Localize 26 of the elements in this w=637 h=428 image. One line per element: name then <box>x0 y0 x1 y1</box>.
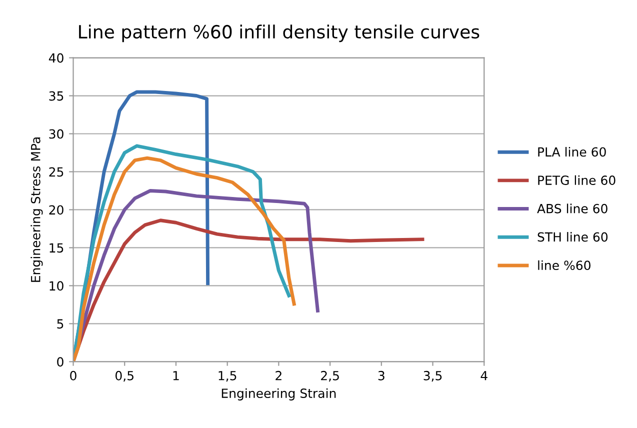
y-tick-label: 0 <box>57 357 64 367</box>
legend-label: line %60 <box>538 260 590 270</box>
y-tick-label: 10 <box>50 281 64 291</box>
y-tick-label: 5 <box>57 319 64 329</box>
x-tick-label: 2,5 <box>321 370 339 382</box>
x-tick-label: 4 <box>480 371 488 380</box>
x-tick-label: 3 <box>378 370 384 380</box>
legend-label: PETG line 60 <box>538 175 616 185</box>
chart-title: Line pattern %60 infill density tensile curves <box>79 24 480 42</box>
legend-label: ABS line 60 <box>537 204 608 214</box>
y-tick-label: 20 <box>49 205 64 215</box>
x-axis-title: Engineering Strain <box>222 388 336 400</box>
x-tick-label: 1 <box>173 371 179 380</box>
legend-label: STH line 60 <box>538 232 608 242</box>
y-tick-label: 25 <box>49 167 64 177</box>
y-tick-label: 35 <box>49 91 64 101</box>
y-axis-title: Engineering Stress MPa <box>30 137 43 282</box>
x-tick-label: 0 <box>70 370 76 380</box>
x-tick-label: 0,5 <box>116 370 134 382</box>
y-tick-label: 30 <box>49 129 64 139</box>
y-tick-label: 40 <box>48 53 64 63</box>
x-tick-label: 2 <box>276 370 282 380</box>
x-tick-label: 3,5 <box>424 370 442 382</box>
y-tick-label: 15 <box>50 243 64 253</box>
x-tick-label: 1,5 <box>218 371 236 382</box>
legend-label: PLA line 60 <box>538 146 606 157</box>
